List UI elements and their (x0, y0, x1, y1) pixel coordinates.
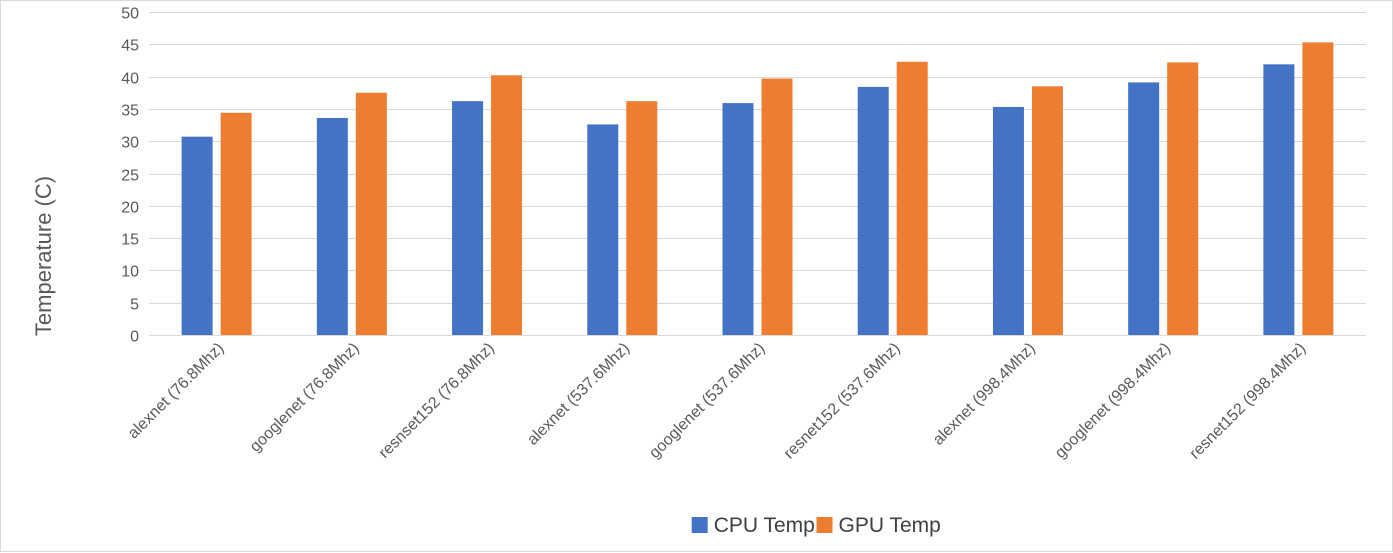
legend-label-cpu-temp: CPU Temp (714, 514, 815, 537)
gpu-temp-bar (1167, 62, 1199, 335)
gpu-temp-bar (896, 61, 928, 335)
gpu-temp-bar (355, 92, 387, 335)
gpu-temp-bar (626, 101, 658, 335)
x-tick-label: alexnet (537.6Mhz) (524, 340, 633, 449)
cpu-temp-bar (1128, 82, 1160, 335)
cpu-temp-bar (181, 136, 213, 335)
legend-swatch-gpu-temp (816, 517, 833, 533)
x-tick-label: alexnet (76.8Mhz) (125, 340, 228, 443)
legend-label-gpu-temp: GPU Temp (839, 514, 941, 537)
legend: CPU Temp GPU Temp (691, 514, 941, 537)
y-tick-label: 25 (121, 168, 139, 185)
cpu-temp-bar (992, 106, 1024, 335)
cpu-temp-bar (1263, 64, 1295, 336)
y-tick-label: 45 (121, 38, 139, 55)
y-tick-label: 40 (121, 71, 139, 88)
y-tick-label: 35 (121, 103, 139, 120)
gridlines (149, 12, 1366, 336)
x-axis-labels: alexnet (76.8Mhz) googlenet (76.8Mhz) resn… (125, 340, 1309, 463)
cpu-temp-bar (587, 124, 619, 336)
y-tick-label: 30 (121, 135, 139, 152)
cpu-temp-bar (722, 103, 754, 335)
y-axis-label: Temperature (C) (31, 176, 56, 336)
gpu-temp-bar (761, 78, 793, 336)
gpu-temp-bar (220, 112, 252, 335)
bars (181, 42, 1334, 336)
x-tick-label: googlenet (537.6Mhz) (646, 340, 768, 462)
legend-swatch-cpu-temp (691, 517, 708, 533)
y-tick-label: 5 (130, 297, 139, 314)
cpu-temp-bar (316, 117, 348, 335)
x-tick-label: resnet152 (998.4Mhz) (1187, 340, 1310, 463)
gpu-temp-bar (491, 75, 523, 336)
gpu-temp-bar (1302, 42, 1334, 335)
gpu-temp-bar (1031, 86, 1063, 335)
cpu-temp-bar (452, 101, 484, 335)
x-tick-label: resnset152 (76.8Mhz) (376, 340, 498, 462)
y-tick-label: 10 (121, 264, 139, 281)
x-tick-label: googlenet (76.8Mhz) (247, 340, 363, 456)
cpu-temp-bar (857, 86, 889, 335)
x-tick-label: resnet152 (537.6Mhz) (781, 340, 904, 463)
x-tick-label: alexnet (998.4Mhz) (930, 340, 1039, 449)
y-tick-label: 50 (121, 6, 139, 23)
y-tick-label: 15 (121, 232, 139, 249)
y-axis-ticks: 0 5 10 15 20 25 30 35 40 45 50 (121, 6, 139, 346)
y-tick-label: 20 (121, 200, 139, 217)
y-tick-label: 0 (130, 329, 139, 346)
x-tick-label: googlenet (998.4Mhz) (1052, 340, 1174, 462)
